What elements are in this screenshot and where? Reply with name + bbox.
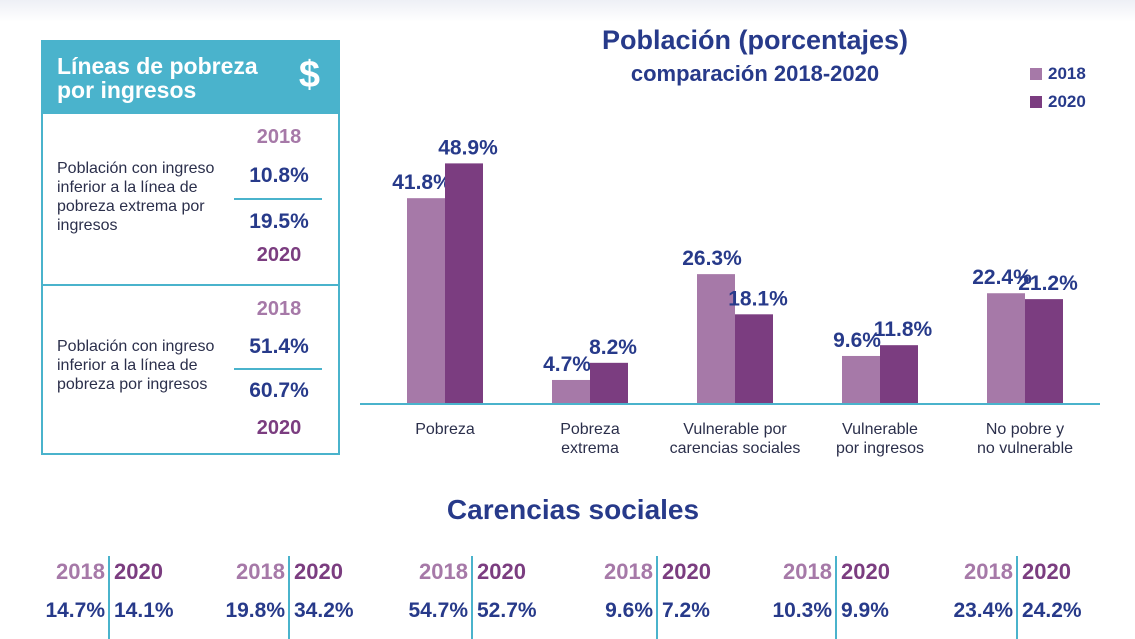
- bar-2018-3: [697, 274, 735, 403]
- year-2018-label: 2018: [604, 559, 653, 584]
- panel-title: Líneas de pobreza por ingresos: [57, 53, 258, 103]
- category-label-3: carencias sociales: [670, 440, 801, 457]
- carencia-group-5: 2018 2020 10.3% 9.9%: [762, 556, 892, 639]
- year-2020-label: 2020: [477, 559, 526, 584]
- data-label-2020-2: 8.2%: [589, 336, 637, 359]
- year-2018-label: 2018: [236, 559, 285, 584]
- extreme-poverty-section: Población con ingreso inferior a la líne…: [43, 114, 338, 286]
- category-label-5: No pobre y: [986, 421, 1064, 438]
- value-2018: 9.6%: [605, 599, 653, 622]
- bar-2020-2: [590, 362, 628, 403]
- bar-2020-3: [735, 314, 773, 403]
- data-label-2018-4: 9.6%: [833, 329, 881, 352]
- value-2020: 7.2%: [662, 599, 710, 622]
- bar-2020-5: [1025, 299, 1063, 403]
- carencia-group-4: 2018 2020 9.6% 7.2%: [583, 556, 713, 639]
- data-label-2018-3: 26.3%: [682, 247, 742, 270]
- year-2020-label: 2020: [662, 559, 711, 584]
- legend-label-2020: 2020: [1048, 92, 1086, 111]
- value-2020: 34.2%: [294, 599, 354, 622]
- divider: [234, 368, 322, 370]
- category-label-1: Pobreza: [415, 421, 475, 438]
- carencias-title: Carencias sociales: [446, 494, 700, 525]
- value-2020: 14.1%: [114, 599, 174, 622]
- chart-legend: 2018 2020: [1030, 60, 1086, 116]
- year-2020-label: 2020: [256, 417, 302, 439]
- year-2020-label: 2020: [1022, 559, 1071, 584]
- top-fade: [0, 0, 1135, 22]
- data-label-2020-4: 11.8%: [874, 318, 933, 341]
- year-divider: [288, 556, 290, 639]
- category-label-4: por ingresos: [836, 440, 924, 457]
- year-2018-label: 2018: [256, 126, 302, 148]
- value-2020: 60.7%: [249, 379, 309, 402]
- year-divider: [471, 556, 473, 639]
- bar-2018-1: [407, 198, 445, 403]
- bar-2020-4: [880, 345, 918, 403]
- bar-2018-5: [987, 293, 1025, 403]
- divider: [234, 198, 322, 200]
- value-2020: 9.9%: [841, 599, 889, 622]
- dollar-icon: $: [298, 54, 320, 96]
- year-2020-label: 2020: [256, 244, 302, 266]
- bar-2018-4: [842, 355, 880, 403]
- value-2018: 51.4%: [249, 335, 309, 358]
- category-label-2: Pobreza: [560, 421, 620, 438]
- population-bar-chart: 41.8% 48.9% Pobreza 4.7%8.2% Pobreza extrema 2…: [360, 136, 1100, 457]
- year-2018-label: 2018: [783, 559, 832, 584]
- year-2018-label: 2018: [56, 559, 105, 584]
- bar-2018-2: [552, 379, 590, 403]
- carencia-group-3: 2018 2020 54.7% 52.7%: [398, 556, 537, 639]
- year-2018-label: 2018: [419, 559, 468, 584]
- value-2020: 24.2%: [1022, 599, 1082, 622]
- data-label-2020-3: 18.1%: [728, 287, 788, 310]
- value-2020: 19.5%: [249, 210, 309, 233]
- year-2018-label: 2018: [256, 298, 302, 320]
- data-label-2018-1: 41.8%: [392, 171, 452, 194]
- value-2018: 54.7%: [408, 599, 468, 622]
- data-label-2020-5: 21.2%: [1018, 272, 1078, 295]
- category-label-4: Vulnerable: [842, 421, 918, 438]
- section-description: Población con ingreso inferior a la líne…: [57, 338, 215, 393]
- value-2020: 52.7%: [477, 599, 537, 622]
- value-2018: 19.8%: [225, 599, 285, 622]
- carencia-group-2: 2018 2020 19.8% 34.2%: [215, 556, 354, 639]
- category-label-2: extrema: [561, 440, 619, 457]
- category-label-3: Vulnerable por: [683, 421, 787, 438]
- legend-item-2020: 2020: [1030, 88, 1086, 116]
- poverty-section: Población con ingreso inferior a la líne…: [43, 286, 338, 455]
- year-2020-label: 2020: [841, 559, 890, 584]
- value-2018: 23.4%: [953, 599, 1013, 622]
- year-divider: [1016, 556, 1018, 639]
- year-2018-label: 2018: [964, 559, 1013, 584]
- legend-swatch-2018: [1030, 68, 1042, 80]
- year-divider: [656, 556, 658, 639]
- value-2018: 10.3%: [772, 599, 832, 622]
- panel-header: Líneas de pobreza por ingresos $: [43, 42, 338, 114]
- carencia-group-1: 2018 2020 14.7% 14.1%: [35, 556, 174, 639]
- value-2018: 14.7%: [45, 599, 105, 622]
- year-2020-label: 2020: [294, 559, 343, 584]
- data-label-2020-1: 48.9%: [438, 136, 498, 159]
- year-2020-label: 2020: [114, 559, 163, 584]
- data-label-2018-2: 4.7%: [543, 353, 591, 376]
- data-label-2018-5: 22.4%: [972, 266, 1032, 289]
- legend-swatch-2020: [1030, 96, 1042, 108]
- year-divider: [108, 556, 110, 639]
- value-2018: 10.8%: [249, 164, 309, 187]
- legend-label-2018: 2018: [1048, 64, 1086, 83]
- poverty-lines-panel: Líneas de pobreza por ingresos $ Poblaci…: [41, 40, 340, 455]
- year-divider: [835, 556, 837, 639]
- bar-2020-1: [445, 163, 483, 403]
- chart-title: Población (porcentajes): [601, 25, 909, 55]
- section-description: Población con ingreso inferior a la líne…: [57, 160, 215, 234]
- chart-subtitle: comparación 2018-2020: [630, 61, 880, 86]
- legend-item-2018: 2018: [1030, 60, 1086, 88]
- category-label-5: no vulnerable: [977, 440, 1073, 457]
- carencia-group-6: 2018 2020 23.4% 24.2%: [943, 556, 1082, 639]
